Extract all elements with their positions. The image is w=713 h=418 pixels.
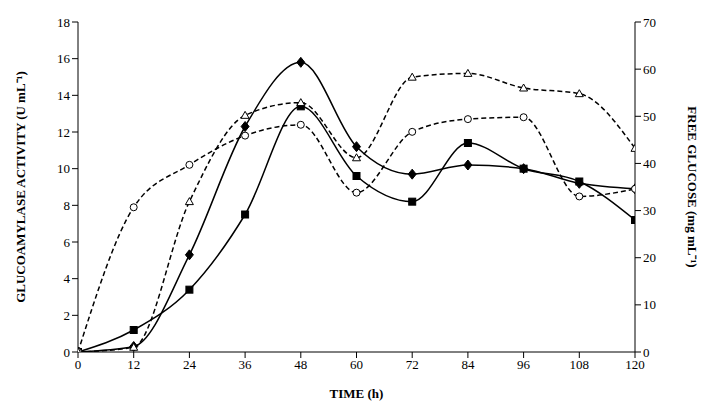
svg-text:0: 0 <box>75 357 82 372</box>
svg-text:FREE GLUCOSE (mg mL⁻¹): FREE GLUCOSE (mg mL⁻¹) <box>685 106 700 267</box>
svg-text:36: 36 <box>239 357 253 372</box>
svg-text:8: 8 <box>64 198 71 213</box>
svg-text:16: 16 <box>57 51 71 66</box>
svg-text:48: 48 <box>294 357 307 372</box>
svg-text:0: 0 <box>643 345 650 360</box>
svg-text:96: 96 <box>517 357 531 372</box>
svg-text:TIME (h): TIME (h) <box>330 386 384 401</box>
svg-text:10: 10 <box>643 297 656 312</box>
svg-text:12: 12 <box>127 357 140 372</box>
svg-text:72: 72 <box>406 357 419 372</box>
svg-text:40: 40 <box>643 156 656 171</box>
svg-text:6: 6 <box>64 235 71 250</box>
svg-text:12: 12 <box>57 125 70 140</box>
svg-text:4: 4 <box>64 271 71 286</box>
svg-text:84: 84 <box>461 357 475 372</box>
svg-text:70: 70 <box>643 15 656 30</box>
svg-text:14: 14 <box>57 88 71 103</box>
svg-text:GLUCOAMYLASE ACTIVITY (U mL⁻¹): GLUCOAMYLASE ACTIVITY (U mL⁻¹) <box>13 71 28 303</box>
svg-text:20: 20 <box>643 250 656 265</box>
svg-text:24: 24 <box>183 357 197 372</box>
svg-text:120: 120 <box>625 357 645 372</box>
svg-text:50: 50 <box>643 109 656 124</box>
svg-text:108: 108 <box>570 357 590 372</box>
svg-text:30: 30 <box>643 203 656 218</box>
svg-text:2: 2 <box>64 308 71 323</box>
svg-text:60: 60 <box>350 357 363 372</box>
svg-text:0: 0 <box>64 345 71 360</box>
svg-text:18: 18 <box>57 15 70 30</box>
svg-text:60: 60 <box>643 62 656 77</box>
svg-text:10: 10 <box>57 161 70 176</box>
